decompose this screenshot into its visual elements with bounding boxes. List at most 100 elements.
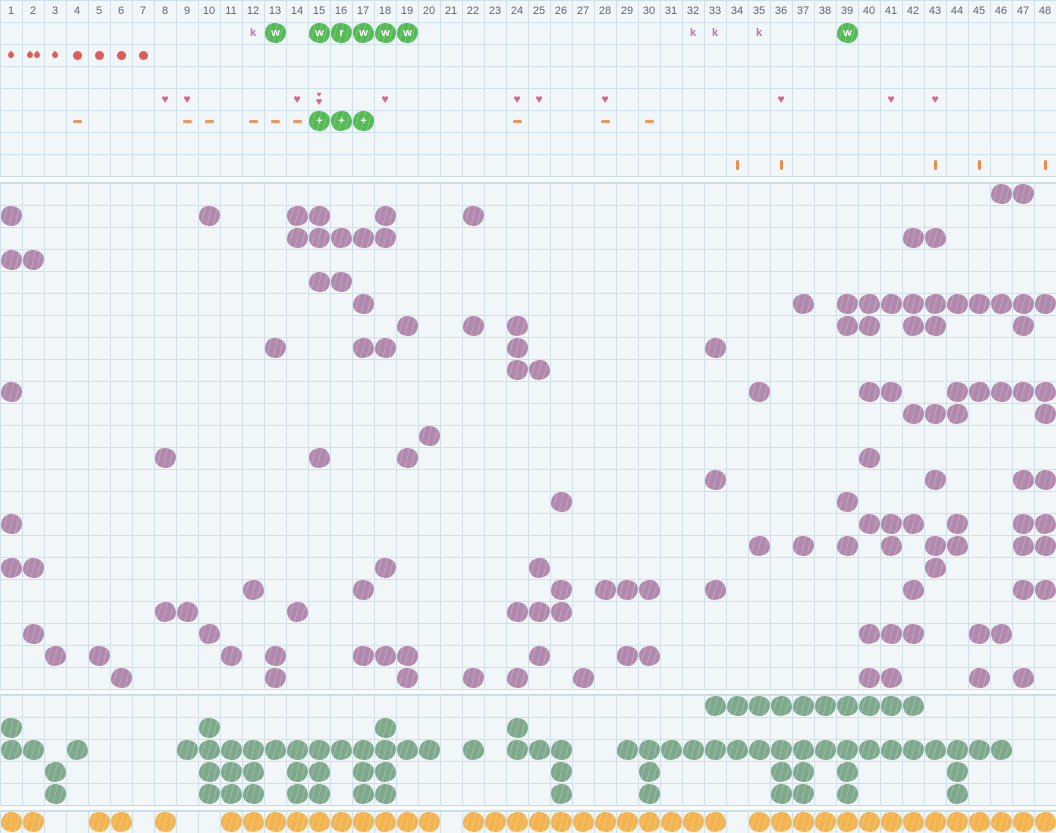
purple-crayon-mark[interactable]	[858, 381, 880, 403]
tick-bar-mark[interactable]	[770, 154, 792, 176]
sage-crayon-mark[interactable]	[924, 739, 946, 761]
purple-crayon-mark[interactable]	[968, 293, 990, 315]
sage-crayon-mark[interactable]	[286, 739, 308, 761]
purple-crayon-mark[interactable]	[550, 491, 572, 513]
purple-crayon-mark[interactable]	[924, 293, 946, 315]
k-mark[interactable]: k	[704, 22, 726, 44]
purple-crayon-mark[interactable]	[44, 645, 66, 667]
purple-crayon-mark[interactable]	[154, 447, 176, 469]
sage-crayon-mark[interactable]	[352, 761, 374, 783]
purple-crayon-mark[interactable]	[22, 623, 44, 645]
orange-crayon-mark[interactable]	[880, 811, 902, 833]
header-section[interactable]: 1 2 3 4 5 6 7 8 9 10 11 12 13 14 15 16 17 18 19 20 21 22 23 24 2…	[0, 0, 1056, 176]
orange-crayon-mark[interactable]	[594, 811, 616, 833]
purple-crayon-mark[interactable]	[374, 227, 396, 249]
sage-crayon-mark[interactable]	[770, 739, 792, 761]
k-mark[interactable]: k	[242, 22, 264, 44]
purple-crayon-mark[interactable]	[1012, 183, 1034, 205]
dash-mark[interactable]	[594, 110, 616, 132]
purple-crayon-mark[interactable]	[374, 557, 396, 579]
purple-crayon-mark[interactable]	[110, 667, 132, 689]
sage-crayon-mark[interactable]	[198, 717, 220, 739]
purple-crayon-mark[interactable]	[396, 645, 418, 667]
sage-crayon-mark[interactable]	[242, 739, 264, 761]
purple-crayon-mark[interactable]	[968, 667, 990, 689]
purple-crayon-mark[interactable]	[1012, 579, 1034, 601]
purple-crayon-mark[interactable]	[902, 315, 924, 337]
sage-crayon-mark[interactable]	[792, 739, 814, 761]
purple-crayon-mark[interactable]	[1012, 513, 1034, 535]
sage-crayon-mark[interactable]	[770, 783, 792, 805]
purple-crayon-mark[interactable]	[902, 227, 924, 249]
purple-crayon-mark[interactable]	[594, 579, 616, 601]
orange-crayon-mark[interactable]	[1034, 811, 1056, 833]
heart-icon[interactable]: ♥	[528, 88, 550, 110]
purple-crayon-mark[interactable]	[506, 601, 528, 623]
sage-crayon-mark[interactable]	[286, 783, 308, 805]
orange-crayon-mark[interactable]	[330, 811, 352, 833]
sage-crayon-mark[interactable]	[748, 695, 770, 717]
purple-crayon-mark[interactable]	[858, 293, 880, 315]
double-water-drop-icon[interactable]	[22, 44, 44, 66]
sage-crayon-mark[interactable]	[902, 739, 924, 761]
purple-crayon-mark[interactable]	[308, 271, 330, 293]
water-dot-icon[interactable]	[132, 44, 154, 66]
sage-crayon-mark[interactable]	[550, 783, 572, 805]
purple-crayon-mark[interactable]	[242, 579, 264, 601]
purple-crayon-mark[interactable]	[198, 623, 220, 645]
sage-crayon-mark[interactable]	[748, 739, 770, 761]
purple-crayon-mark[interactable]	[396, 447, 418, 469]
sage-crayon-mark[interactable]	[638, 761, 660, 783]
purple-crayon-mark[interactable]	[902, 579, 924, 601]
purple-crayon-mark[interactable]	[1034, 469, 1056, 491]
sage-crayon-mark[interactable]	[44, 783, 66, 805]
orange-crayon-mark[interactable]	[858, 811, 880, 833]
purple-crayon-mark[interactable]	[704, 337, 726, 359]
sage-crayon-mark[interactable]	[506, 717, 528, 739]
sage-crayon-mark[interactable]	[242, 783, 264, 805]
purple-crayon-mark[interactable]	[616, 579, 638, 601]
orange-crayon-mark[interactable]	[0, 811, 22, 833]
purple-crayon-mark[interactable]	[506, 359, 528, 381]
purple-crayon-mark[interactable]	[506, 315, 528, 337]
purple-crayon-mark[interactable]	[506, 337, 528, 359]
sage-crayon-mark[interactable]	[792, 695, 814, 717]
tick-bar-mark[interactable]	[726, 154, 748, 176]
sage-crayon-mark[interactable]	[506, 739, 528, 761]
heart-icon[interactable]: ♥	[286, 88, 308, 110]
purple-crayon-mark[interactable]	[902, 513, 924, 535]
sage-crayon-mark[interactable]	[858, 739, 880, 761]
sage-crayon-mark[interactable]	[946, 783, 968, 805]
purple-crayon-mark[interactable]	[748, 535, 770, 557]
purple-crayon-mark[interactable]	[616, 645, 638, 667]
purple-crayon-mark[interactable]	[264, 667, 286, 689]
orange-crayon-mark[interactable]	[484, 811, 506, 833]
sage-crayon-mark[interactable]	[528, 739, 550, 761]
orange-crayon-mark[interactable]	[88, 811, 110, 833]
sage-crayon-mark[interactable]	[418, 739, 440, 761]
purple-crayon-mark[interactable]	[924, 403, 946, 425]
green-section[interactable]	[0, 695, 1056, 805]
orange-crayon-mark[interactable]	[110, 811, 132, 833]
orange-crayon-mark[interactable]	[792, 811, 814, 833]
heart-icon[interactable]: ♥	[924, 88, 946, 110]
purple-crayon-mark[interactable]	[352, 337, 374, 359]
heart-icon[interactable]: ♥	[770, 88, 792, 110]
purple-crayon-mark[interactable]	[1034, 513, 1056, 535]
orange-crayon-mark[interactable]	[154, 811, 176, 833]
heart-icon[interactable]: ♥	[594, 88, 616, 110]
green-crayon-mark[interactable]: w	[396, 22, 418, 44]
sage-crayon-mark[interactable]	[814, 695, 836, 717]
sage-crayon-mark[interactable]	[374, 761, 396, 783]
dash-mark[interactable]	[242, 110, 264, 132]
purple-crayon-mark[interactable]	[836, 491, 858, 513]
sage-crayon-mark[interactable]	[374, 717, 396, 739]
sage-crayon-mark[interactable]	[352, 739, 374, 761]
green-crayon-mark[interactable]: w	[836, 22, 858, 44]
purple-crayon-mark[interactable]	[374, 645, 396, 667]
purple-crayon-mark[interactable]	[1034, 403, 1056, 425]
purple-crayon-mark[interactable]	[858, 623, 880, 645]
purple-crayon-mark[interactable]	[946, 513, 968, 535]
purple-crayon-mark[interactable]	[946, 403, 968, 425]
orange-crayon-mark[interactable]	[528, 811, 550, 833]
